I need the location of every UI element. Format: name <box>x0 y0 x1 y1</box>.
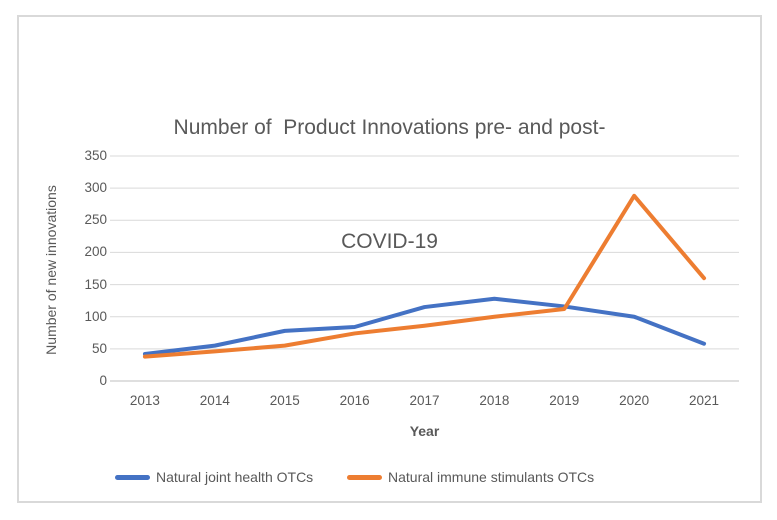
legend-label-1: Natural immune stimulants OTCs <box>388 469 595 485</box>
x-tick-label-2016: 2016 <box>339 393 370 408</box>
y-tick-label-250: 250 <box>84 212 107 228</box>
x-tick-label-2015: 2015 <box>269 393 300 408</box>
chart-title-line1: Number of Product Innovations pre- and p… <box>173 116 606 139</box>
series-line-1 <box>142 193 707 359</box>
chart-frame: Number of Product Innovations pre- and p… <box>17 15 762 503</box>
y-tick-label-0: 0 <box>99 373 107 388</box>
legend-item-1: Natural immune stimulants OTCs <box>347 467 594 487</box>
x-axis-title: Year <box>409 423 440 439</box>
x-tick-label-2020: 2020 <box>619 393 650 408</box>
x-tick-label-2013: 2013 <box>129 393 160 408</box>
x-tick-label-2017: 2017 <box>409 393 440 408</box>
legend-item-0: Natural joint health OTCs <box>115 467 313 487</box>
plot-area <box>110 155 739 382</box>
y-tick-label-50: 50 <box>91 340 107 356</box>
x-tick-label-2021: 2021 <box>689 393 720 408</box>
chart-title: Number of Product Innovations pre- and p… <box>19 33 760 337</box>
x-tick-label-2018: 2018 <box>479 393 510 408</box>
y-tick-label-200: 200 <box>84 244 107 260</box>
legend-marker-icon-0 <box>115 474 150 480</box>
y-tick-label-350: 350 <box>84 148 107 163</box>
series-line-0 <box>142 296 707 356</box>
x-tick-label-2014: 2014 <box>199 393 230 408</box>
legend-label-0: Natural joint health OTCs <box>156 469 314 485</box>
y-tick-label-100: 100 <box>84 308 107 324</box>
chart-title-line2: COVID-19 <box>341 230 438 253</box>
y-tick-label-150: 150 <box>84 276 107 292</box>
x-tick-label-2019: 2019 <box>549 393 580 408</box>
y-tick-label-300: 300 <box>84 180 107 196</box>
legend-marker-icon-1 <box>347 474 382 480</box>
